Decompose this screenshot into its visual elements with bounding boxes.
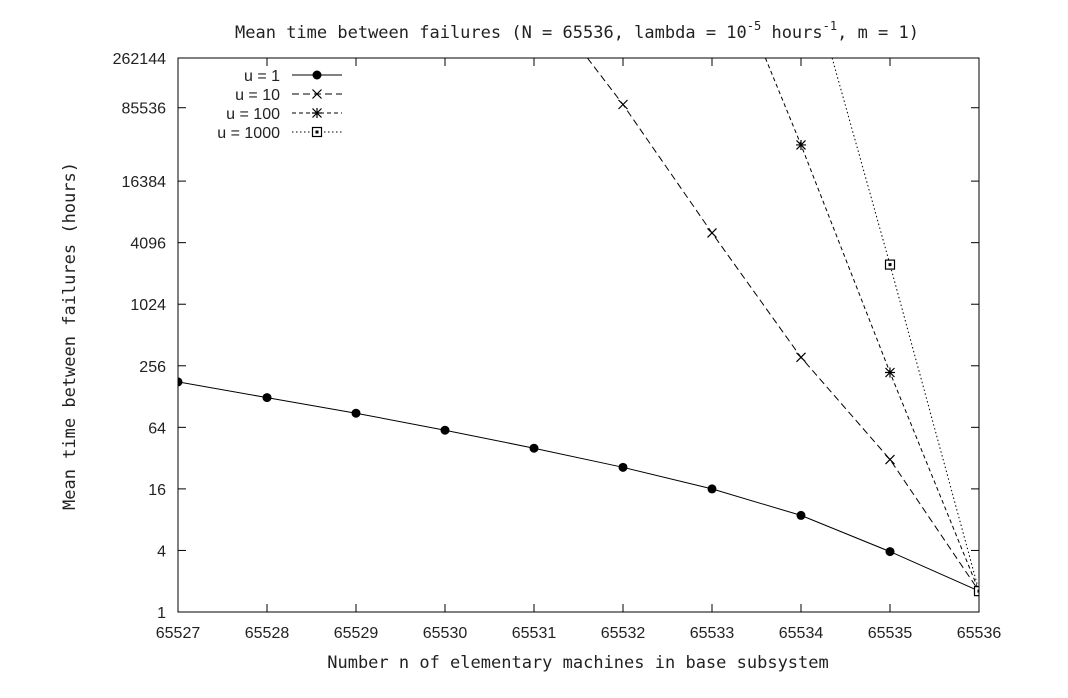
series-point-0 xyxy=(529,443,539,453)
legend-marker-0 xyxy=(312,70,322,80)
legend-marker-2 xyxy=(312,108,322,118)
x-tick-label: 65536 xyxy=(957,625,1002,642)
series-point-3 xyxy=(973,586,979,597)
series-3 xyxy=(831,58,979,597)
legend-label-0: u = 1 xyxy=(244,68,280,85)
legend-label-1: u = 10 xyxy=(235,87,280,104)
series-point-0 xyxy=(178,377,183,387)
chart-title-prefix: Mean time between failures (N = 65536, l… xyxy=(235,23,747,43)
y-tick-label: 1 xyxy=(157,605,166,622)
series-2 xyxy=(764,58,979,597)
y-tick-label: 16 xyxy=(148,482,166,499)
series-point-1 xyxy=(885,454,895,465)
data-series xyxy=(178,58,979,597)
y-tick-label: 64 xyxy=(148,420,166,437)
legend-marker-3-core xyxy=(315,130,319,134)
chart-title: Mean time between failures (N = 65536, l… xyxy=(235,19,919,43)
y-tick-label: 1024 xyxy=(130,297,166,314)
axis-ticks: 65527 65528 65529 65530 65531 65532 65533 65534… xyxy=(113,51,1002,642)
x-tick-label: 65535 xyxy=(868,625,913,642)
x-tick-label: 65527 xyxy=(156,625,201,642)
chart-title-exp1: -5 xyxy=(747,19,761,33)
series-point-0 xyxy=(262,393,272,403)
legend: u = 1 u = 10 u = 100 u = 1000 xyxy=(217,68,342,142)
chart-title-suffix: , m = 1) xyxy=(837,23,919,43)
y-axis-label: Mean time between failures (hours) xyxy=(60,162,80,510)
y-tick-label: 262144 xyxy=(113,51,166,68)
series-point-1 xyxy=(618,99,628,110)
series-point-0 xyxy=(440,425,450,435)
x-tick-label: 65534 xyxy=(779,625,824,642)
series-line-3 xyxy=(831,58,979,592)
series-point-3-core xyxy=(888,263,892,267)
y-tick-label: 85536 xyxy=(122,101,167,118)
series-point-0 xyxy=(796,510,806,520)
legend-label-3: u = 1000 xyxy=(217,125,280,142)
x-tick-label: 65530 xyxy=(423,625,468,642)
y-tick-label: 4 xyxy=(157,543,166,560)
series-point-0 xyxy=(618,462,628,472)
series-point-0 xyxy=(707,484,717,494)
chart-title-middle: hours xyxy=(761,23,822,43)
series-point-1 xyxy=(796,352,806,363)
series-point-1 xyxy=(707,228,717,238)
legend-label-2: u = 100 xyxy=(226,106,280,123)
plot-frame xyxy=(177,57,980,613)
x-tick-label: 65531 xyxy=(512,625,557,642)
y-tick-label: 4096 xyxy=(130,236,166,253)
x-tick-label: 65528 xyxy=(245,625,290,642)
series-point-3-core xyxy=(977,589,979,593)
x-tick-label: 65532 xyxy=(601,625,646,642)
x-axis-label: Number n of elementary machines in base … xyxy=(327,653,829,673)
y-tick-label: 256 xyxy=(139,359,166,376)
series-line-2 xyxy=(764,58,979,592)
series-1 xyxy=(587,58,979,597)
series-point-0 xyxy=(885,547,895,557)
series-point-2 xyxy=(885,367,895,378)
series-point-0 xyxy=(351,408,361,418)
y-tick-label: 16384 xyxy=(122,174,167,191)
series-line-1 xyxy=(587,58,979,592)
chart-title-exp2: -1 xyxy=(823,19,837,33)
series-line-0 xyxy=(178,381,979,592)
series-0 xyxy=(178,377,979,596)
x-tick-label: 65533 xyxy=(690,625,735,642)
legend-marker-1 xyxy=(312,89,322,99)
series-point-2 xyxy=(796,139,806,150)
x-tick-label: 65529 xyxy=(334,625,379,642)
